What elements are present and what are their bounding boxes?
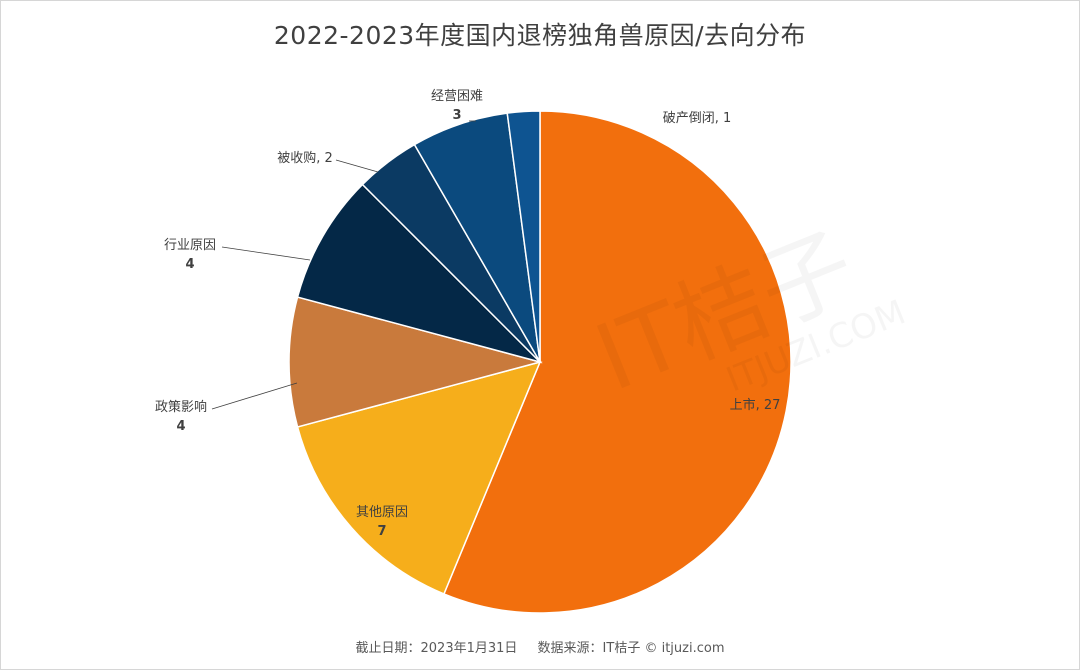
footer: 截止日期：2023年1月31日 数据来源：IT桔子 © itjuzi.com [0,637,1080,656]
data-value-hangye: 4 [185,257,194,272]
pie-slice-3 [296,183,543,364]
footer-source: 数据来源：IT桔子 © itjuzi.com [537,641,725,656]
leader-line-hangye [221,246,311,261]
pie-slice-6 [506,110,541,363]
data-label-zhengce: 政策影响 [155,399,207,415]
pie-slices [288,110,792,614]
leader-line-zhengce [211,382,298,410]
footer-date: 截止日期：2023年1月31日 [355,641,518,656]
data-label-shangshi: 上市, 27 [730,397,781,413]
chart-title: 2022-2023年度国内退榜独角兽原因/去向分布 [273,21,807,50]
pie-slice-0 [442,110,792,614]
data-label-hangye: 行业原因 [164,238,216,253]
pie-labels: 上市, 27 其他原因 7 政策影响 4 行业原因 4 被收购, 2 经营困难 … [155,89,780,539]
data-value-jingying: 3 [452,108,461,123]
data-value-zhengce: 4 [176,419,185,434]
leader-line-beishougou [335,159,379,173]
pie-slice-1 [296,360,542,595]
data-value-qita: 7 [377,524,386,539]
data-label-pochan: 破产倒闭, 1 [663,111,732,126]
data-label-jingying: 经营困难 [431,89,483,104]
data-label-qita: 其他原因 [356,505,408,520]
data-label-beishougou: 被收购, 2 [277,150,333,166]
pie-slice-2 [288,296,543,428]
